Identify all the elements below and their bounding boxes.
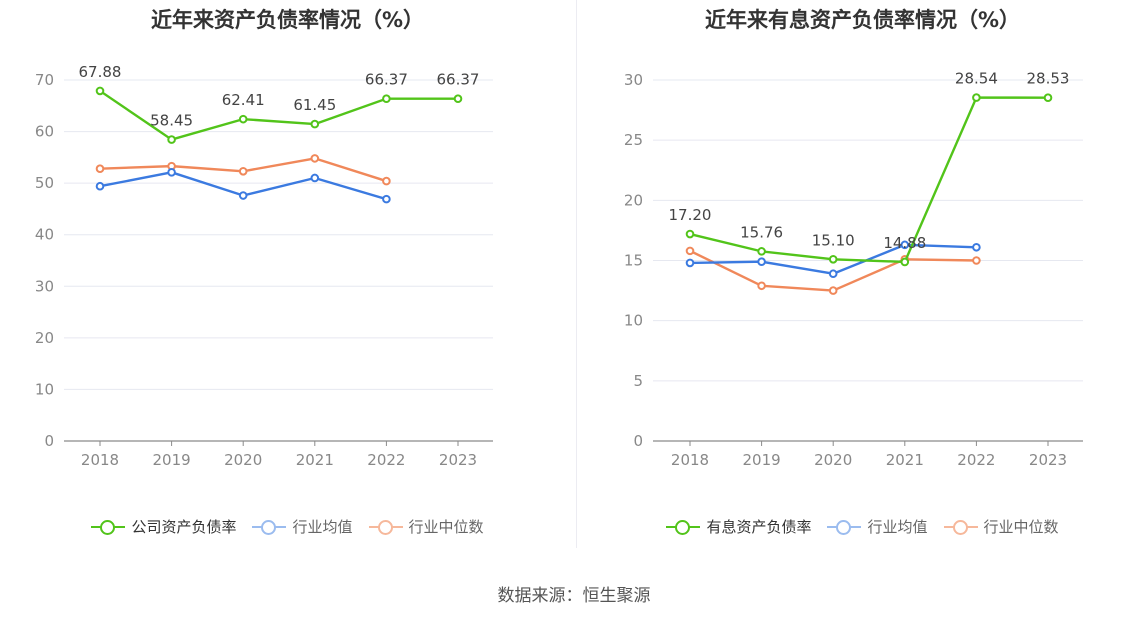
data-source-note: 数据来源：恒生聚源 — [497, 586, 651, 606]
data-point — [382, 194, 391, 204]
data-point — [900, 257, 910, 267]
legend-item-company[interactable]: 有息资产负债率 — [666, 516, 811, 537]
data-point — [167, 135, 176, 144]
data-label: 15.10 — [812, 231, 855, 249]
y-tick-label: 40 — [35, 226, 54, 244]
line-chart-debt-ratio: 0 10 20 30 40 50 60 70 2018 2019 2020 2021 2022 2023 6… — [35, 63, 493, 469]
y-tick-label: 5 — [633, 372, 643, 390]
y-tick-label: 70 — [35, 71, 54, 89]
legend-line-marker-icon — [252, 519, 287, 535]
x-tick-label: 2023 — [439, 451, 477, 469]
series-line — [99, 89, 458, 141]
data-point — [382, 176, 391, 186]
legend-line-marker-icon — [91, 519, 126, 535]
x-tick-label: 2018 — [671, 451, 709, 469]
legend-line-marker-icon — [368, 519, 403, 535]
data-point — [95, 164, 105, 174]
legend-label: 公司资产负债率 — [131, 518, 237, 536]
data-label: 66.37 — [437, 71, 480, 89]
y-tick-label: 0 — [44, 432, 54, 450]
legend-item-industry-median[interactable]: 行业中位数 — [368, 516, 484, 537]
data-label: 62.41 — [222, 91, 265, 109]
data-point — [757, 247, 766, 256]
data-point — [757, 281, 766, 291]
data-point — [167, 168, 176, 177]
data-label: 14.88 — [883, 234, 926, 252]
data-label: 66.37 — [365, 71, 408, 89]
legend-item-industry-mean[interactable]: 行业均值 — [827, 516, 928, 537]
y-tick-label: 15 — [624, 252, 643, 270]
data-point — [900, 240, 910, 250]
data-point — [972, 93, 981, 102]
legend: 公司资产负债率 行业均值 行业中位数 — [0, 516, 575, 537]
chart-title: 近年来有息资产负债率情况（%） — [704, 8, 1021, 32]
x-tick-label: 2022 — [367, 451, 405, 469]
y-tick-label: 30 — [35, 277, 54, 295]
data-point — [238, 114, 248, 124]
data-point — [828, 269, 838, 279]
x-tick-label: 2021 — [886, 451, 924, 469]
x-tick-label: 2022 — [957, 451, 995, 469]
data-point — [310, 173, 320, 183]
chart-title: 近年来资产负债率情况（%） — [150, 8, 425, 32]
data-point — [828, 286, 838, 295]
data-point — [972, 242, 981, 252]
legend-item-company[interactable]: 公司资产负债率 — [91, 516, 236, 537]
x-tick-label: 2018 — [81, 451, 119, 469]
y-tick-label: 20 — [35, 329, 54, 347]
line-chart-interest-bearing-debt-ratio: 0 5 10 15 20 25 30 2018 2019 2020 2021 2022 2023 17.2… — [624, 70, 1083, 469]
y-tick-label: 25 — [624, 131, 643, 149]
legend-label: 行业均值 — [867, 518, 928, 536]
data-point — [685, 246, 695, 256]
data-label: 28.54 — [955, 70, 998, 88]
legend-item-industry-median[interactable]: 行业中位数 — [943, 516, 1059, 537]
legend-label: 行业中位数 — [983, 518, 1059, 536]
legend-label: 行业中位数 — [408, 518, 484, 536]
legend-line-marker-icon — [943, 519, 978, 535]
data-label: 28.53 — [1027, 70, 1070, 88]
data-point — [310, 154, 320, 163]
y-tick-label: 50 — [35, 174, 54, 192]
x-tick-label: 2023 — [1029, 451, 1067, 469]
data-point — [95, 86, 105, 96]
data-label: 17.20 — [669, 206, 712, 224]
data-point — [757, 257, 766, 267]
data-point — [95, 181, 105, 191]
data-label: 61.45 — [293, 96, 336, 114]
x-tick-label: 2020 — [814, 451, 852, 469]
y-tick-label: 20 — [624, 191, 643, 209]
data-point — [238, 166, 248, 176]
data-label: 67.88 — [79, 63, 122, 81]
chart-panel-interest-bearing-debt-ratio: 近年来有息资产负债率情况（%） 0 5 10 15 20 25 30 2018 2019 2020… — [577, 0, 1148, 560]
data-point — [238, 191, 248, 200]
panel-divider — [576, 0, 577, 548]
y-tick-label: 0 — [633, 432, 643, 450]
data-point — [972, 256, 981, 265]
x-tick-label: 2021 — [296, 451, 334, 469]
data-label: 58.45 — [150, 112, 193, 130]
legend-label: 行业均值 — [292, 518, 353, 536]
legend-line-marker-icon — [827, 519, 862, 535]
data-point — [1043, 93, 1053, 102]
data-point — [828, 254, 838, 264]
y-tick-label: 60 — [35, 123, 54, 141]
legend: 有息资产负债率 行业均值 行业中位数 — [577, 516, 1148, 537]
chart-panel-debt-ratio: 近年来资产负债率情况（%） 0 10 20 30 40 50 60 70 2018 2019 202… — [0, 0, 575, 560]
series-line — [689, 96, 1049, 264]
x-tick-label: 2020 — [224, 451, 262, 469]
x-tick-label: 2019 — [743, 451, 781, 469]
data-point — [685, 258, 695, 268]
legend-line-marker-icon — [666, 519, 701, 535]
data-point — [310, 119, 320, 129]
legend-item-industry-mean[interactable]: 行业均值 — [252, 516, 353, 537]
x-tick-label: 2019 — [153, 451, 191, 469]
data-point — [685, 229, 695, 239]
data-point — [382, 94, 391, 104]
data-point — [453, 94, 463, 104]
legend-label: 有息资产负债率 — [706, 518, 812, 536]
y-tick-label: 30 — [624, 71, 643, 89]
data-label: 15.76 — [740, 223, 783, 241]
y-tick-label: 10 — [35, 380, 54, 398]
y-tick-label: 10 — [624, 312, 643, 330]
